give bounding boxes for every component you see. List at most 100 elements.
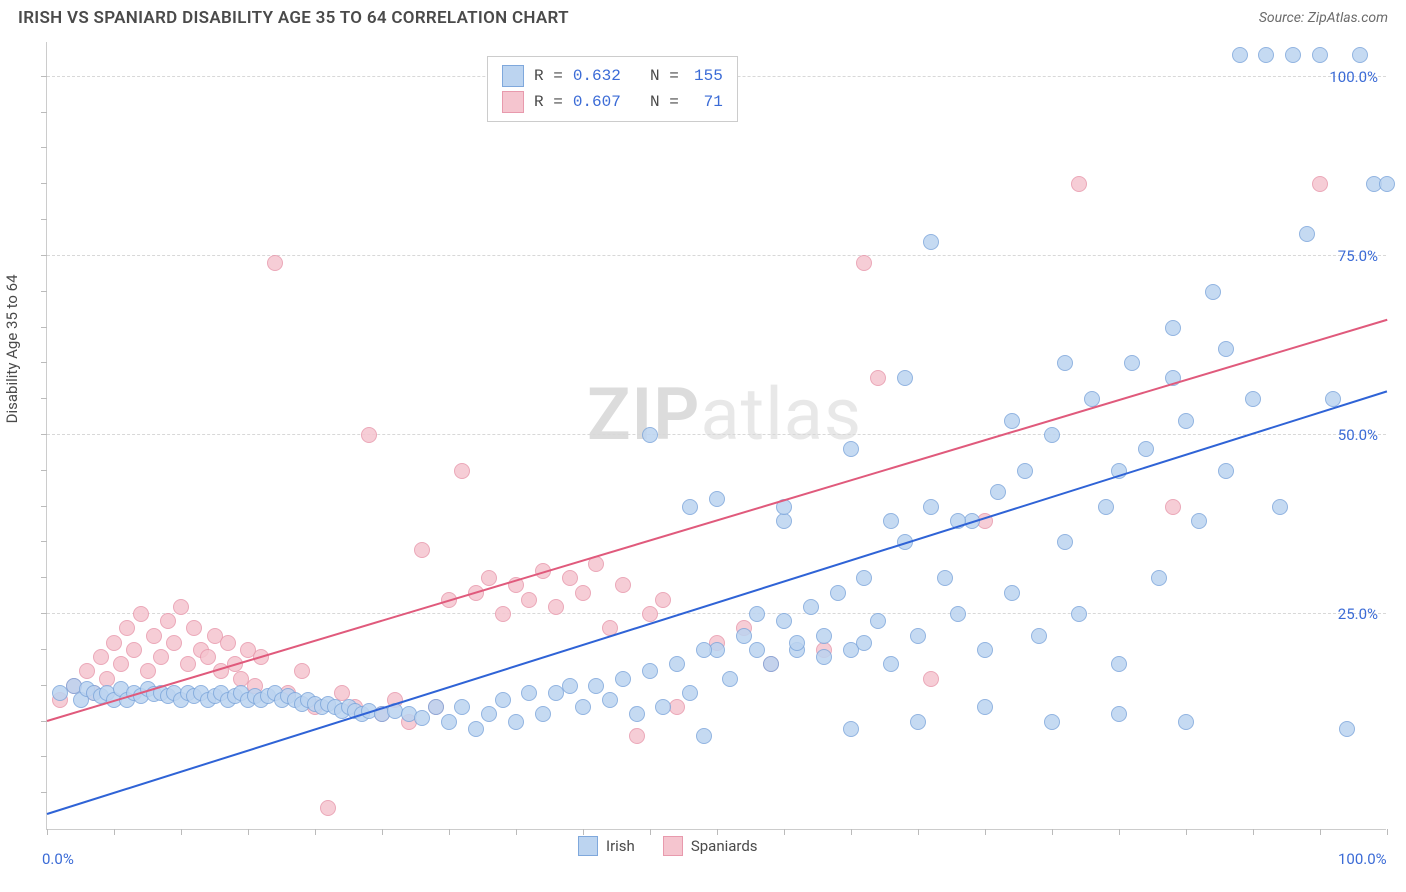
grid-line: [47, 255, 1386, 256]
scatter-point-irish: [749, 642, 765, 658]
x-tick: [248, 829, 249, 835]
y-tick: [41, 362, 47, 363]
scatter-point-irish: [1017, 463, 1033, 479]
legend-label: Spaniards: [691, 837, 758, 855]
scatter-point-irish: [1178, 413, 1194, 429]
x-tick: [1320, 829, 1321, 835]
scatter-point-spaniards: [180, 656, 196, 672]
scatter-point-irish: [481, 706, 497, 722]
scatter-point-spaniards: [870, 370, 886, 386]
source-prefix: Source:: [1259, 10, 1308, 26]
scatter-point-spaniards: [1312, 176, 1328, 192]
scatter-point-irish: [1178, 714, 1194, 730]
legend-swatch: [502, 91, 524, 113]
scatter-point-irish: [629, 706, 645, 722]
scatter-point-irish: [803, 599, 819, 615]
scatter-point-irish: [535, 706, 551, 722]
grid-line: [47, 613, 1386, 614]
x-tick: [851, 829, 852, 835]
scatter-point-irish: [1004, 413, 1020, 429]
scatter-point-irish: [843, 721, 859, 737]
x-tick: [382, 829, 383, 835]
y-tick: [41, 506, 47, 507]
y-tick: [41, 756, 47, 757]
legend-item: Irish: [578, 836, 635, 856]
scatter-point-irish: [736, 628, 752, 644]
scatter-point-irish: [1151, 570, 1167, 586]
stats-n-label: N =: [631, 67, 679, 85]
scatter-point-irish: [1138, 441, 1154, 457]
chart-header: IRISH VS SPANIARD DISABILITY AGE 35 TO 6…: [0, 0, 1406, 34]
legend-swatch: [502, 65, 524, 87]
scatter-point-irish: [763, 656, 779, 672]
y-tick: [41, 112, 47, 113]
scatter-point-irish: [1218, 341, 1234, 357]
source-name: ZipAtlas.com: [1308, 10, 1388, 26]
scatter-point-irish: [1191, 513, 1207, 529]
scatter-point-spaniards: [119, 620, 135, 636]
y-tick: [41, 792, 47, 793]
scatter-point-spaniards: [113, 656, 129, 672]
x-tick: [1119, 829, 1120, 835]
scatter-point-irish: [1312, 47, 1328, 63]
scatter-point-irish: [642, 663, 658, 679]
stats-row: R =0.607 N =71: [502, 89, 723, 115]
stats-n-label: N =: [631, 93, 679, 111]
scatter-point-spaniards: [294, 663, 310, 679]
legend-item: Spaniards: [663, 836, 758, 856]
chart-source: Source: ZipAtlas.com: [1259, 10, 1388, 26]
scatter-point-irish: [1165, 320, 1181, 336]
scatter-point-irish: [588, 678, 604, 694]
x-tick: [985, 829, 986, 835]
x-tick: [449, 829, 450, 835]
scatter-point-irish: [682, 685, 698, 701]
x-tick: [1052, 829, 1053, 835]
scatter-point-irish: [1218, 463, 1234, 479]
scatter-point-irish: [1057, 355, 1073, 371]
scatter-point-irish: [575, 699, 591, 715]
scatter-point-irish: [1339, 721, 1355, 737]
scatter-point-irish: [910, 628, 926, 644]
scatter-point-spaniards: [629, 728, 645, 744]
watermark-rest: atlas: [700, 372, 862, 457]
scatter-point-spaniards: [106, 635, 122, 651]
scatter-point-irish: [655, 699, 671, 715]
scatter-point-irish: [1111, 706, 1127, 722]
scatter-point-irish: [521, 685, 537, 701]
legend-label: Irish: [606, 837, 635, 855]
y-tick: [41, 291, 47, 292]
x-tick: [516, 829, 517, 835]
scatter-point-spaniards: [320, 800, 336, 816]
scatter-point-spaniards: [856, 255, 872, 271]
y-tick: [41, 147, 47, 148]
scatter-point-spaniards: [575, 585, 591, 601]
scatter-point-spaniards: [923, 671, 939, 687]
scatter-point-irish: [1245, 391, 1261, 407]
scatter-point-irish: [776, 613, 792, 629]
x-tick: [1253, 829, 1254, 835]
scatter-point-irish: [977, 642, 993, 658]
scatter-point-irish: [508, 714, 524, 730]
plot-area: ZIPatlas 25.0%50.0%75.0%100.0%R =0.632 N…: [46, 42, 1386, 830]
x-tick: [650, 829, 651, 835]
scatter-point-spaniards: [186, 620, 202, 636]
y-axis-title: Disability Age 35 to 64: [3, 275, 21, 424]
scatter-point-spaniards: [220, 635, 236, 651]
y-tick: [41, 541, 47, 542]
scatter-point-spaniards: [146, 628, 162, 644]
y-tick-label: 25.0%: [1338, 605, 1378, 623]
y-tick: [41, 398, 47, 399]
scatter-point-irish: [1111, 656, 1127, 672]
scatter-point-irish: [1124, 355, 1140, 371]
x-tick: [784, 829, 785, 835]
stats-r-value: 0.632: [573, 67, 621, 85]
scatter-point-irish: [843, 441, 859, 457]
y-tick: [41, 327, 47, 328]
x-tick: [114, 829, 115, 835]
y-tick-label: 75.0%: [1338, 247, 1378, 265]
scatter-point-irish: [990, 484, 1006, 500]
scatter-point-irish: [709, 491, 725, 507]
scatter-point-irish: [669, 656, 685, 672]
scatter-point-spaniards: [454, 463, 470, 479]
x-tick: [717, 829, 718, 835]
